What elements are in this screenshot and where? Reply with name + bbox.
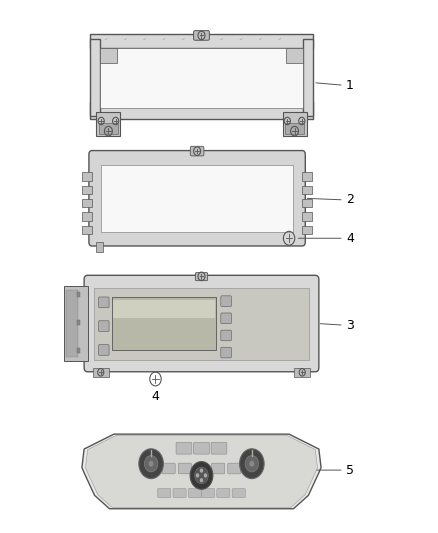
Circle shape xyxy=(190,462,213,489)
FancyBboxPatch shape xyxy=(221,313,231,324)
Bar xyxy=(302,172,312,181)
FancyBboxPatch shape xyxy=(194,442,209,454)
Circle shape xyxy=(200,478,203,482)
Text: 4: 4 xyxy=(152,390,159,403)
FancyBboxPatch shape xyxy=(188,488,201,498)
FancyBboxPatch shape xyxy=(162,463,175,474)
Bar xyxy=(96,112,120,136)
Polygon shape xyxy=(82,434,321,508)
Bar xyxy=(100,49,303,108)
Bar xyxy=(90,35,313,49)
FancyBboxPatch shape xyxy=(173,488,186,498)
Bar xyxy=(303,39,313,116)
FancyBboxPatch shape xyxy=(178,463,191,474)
Bar xyxy=(302,185,312,194)
FancyBboxPatch shape xyxy=(99,297,109,308)
Bar xyxy=(112,297,216,350)
Circle shape xyxy=(148,461,154,467)
Bar xyxy=(77,292,80,297)
FancyBboxPatch shape xyxy=(217,488,230,498)
Bar xyxy=(90,39,100,116)
Text: 4: 4 xyxy=(346,232,354,245)
Bar xyxy=(90,102,313,119)
Circle shape xyxy=(145,456,158,472)
FancyBboxPatch shape xyxy=(176,442,192,454)
FancyBboxPatch shape xyxy=(190,146,204,156)
FancyBboxPatch shape xyxy=(89,150,305,246)
Polygon shape xyxy=(286,49,303,63)
FancyBboxPatch shape xyxy=(232,488,245,498)
Circle shape xyxy=(194,467,208,484)
Circle shape xyxy=(139,449,163,479)
Bar xyxy=(77,320,80,325)
Polygon shape xyxy=(100,49,117,63)
FancyBboxPatch shape xyxy=(195,272,208,280)
Circle shape xyxy=(204,473,207,478)
Bar xyxy=(82,185,92,194)
Circle shape xyxy=(240,449,264,479)
Polygon shape xyxy=(85,435,318,507)
FancyBboxPatch shape xyxy=(228,463,241,474)
Bar xyxy=(285,124,304,134)
FancyBboxPatch shape xyxy=(201,488,215,498)
Circle shape xyxy=(245,456,258,472)
FancyBboxPatch shape xyxy=(212,463,225,474)
FancyBboxPatch shape xyxy=(211,442,227,454)
Text: 5: 5 xyxy=(346,464,354,477)
FancyBboxPatch shape xyxy=(158,488,171,498)
Circle shape xyxy=(196,473,199,478)
Text: 1: 1 xyxy=(346,79,354,92)
Text: 2: 2 xyxy=(346,193,354,206)
FancyBboxPatch shape xyxy=(221,296,231,306)
Circle shape xyxy=(249,461,254,467)
Bar xyxy=(93,368,109,377)
Bar xyxy=(302,225,312,235)
Bar xyxy=(82,172,92,181)
Bar xyxy=(294,368,310,377)
FancyBboxPatch shape xyxy=(194,30,209,41)
Bar xyxy=(82,225,92,235)
Bar xyxy=(66,290,78,357)
Bar xyxy=(94,288,309,359)
FancyBboxPatch shape xyxy=(99,321,109,332)
Bar xyxy=(113,300,215,318)
FancyBboxPatch shape xyxy=(221,348,231,358)
FancyBboxPatch shape xyxy=(84,276,319,372)
Circle shape xyxy=(200,469,203,473)
Bar xyxy=(77,348,80,353)
Bar xyxy=(96,242,103,252)
Bar xyxy=(99,124,118,134)
Bar xyxy=(64,286,88,361)
Bar xyxy=(302,212,312,221)
Bar xyxy=(101,165,293,231)
Bar xyxy=(82,212,92,221)
Text: 3: 3 xyxy=(346,319,354,332)
FancyBboxPatch shape xyxy=(99,344,109,355)
Bar xyxy=(82,199,92,207)
Bar xyxy=(302,199,312,207)
FancyBboxPatch shape xyxy=(221,330,231,341)
Bar xyxy=(283,112,307,136)
